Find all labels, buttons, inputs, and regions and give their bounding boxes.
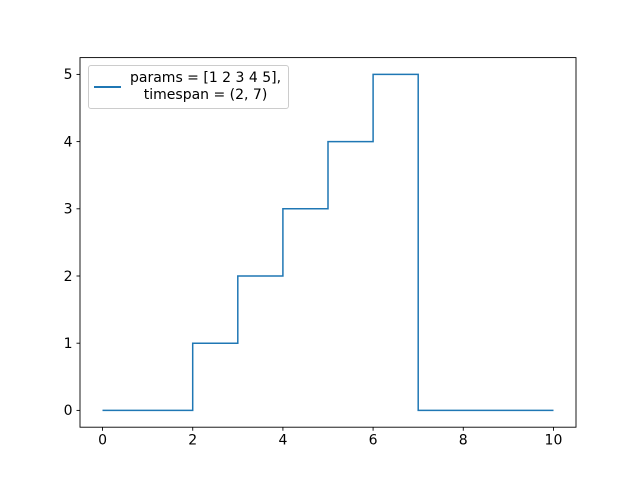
axes-frame [79,57,577,428]
y-axis-tick-label: 4 [64,134,73,150]
x-axis-tick-label: 8 [459,433,468,449]
x-axis-tick-label: 2 [188,433,197,449]
legend-line-sample [94,86,121,88]
y-axis-tick-label: 5 [64,67,73,83]
y-axis-tick-label: 1 [64,336,73,352]
x-axis-tick-label: 10 [545,433,563,449]
y-axis-tick-label: 2 [64,269,73,285]
legend-label-line-1: params = [1 2 3 4 5], [130,70,282,86]
x-axis-tick-label: 4 [278,433,287,449]
legend-label-line-2: timespan = (2, 7) [143,87,268,103]
x-axis-tick-label: 6 [369,433,378,449]
legend: params = [1 2 3 4 5], timespan = (2, 7) [88,65,290,109]
step-line [102,73,554,412]
y-axis-tick-label: 3 [64,202,73,218]
y-axis-tick-label: 0 [64,403,73,419]
legend-label: params = [1 2 3 4 5], timespan = (2, 7) [130,70,281,104]
x-axis-tick-label: 0 [98,433,107,449]
